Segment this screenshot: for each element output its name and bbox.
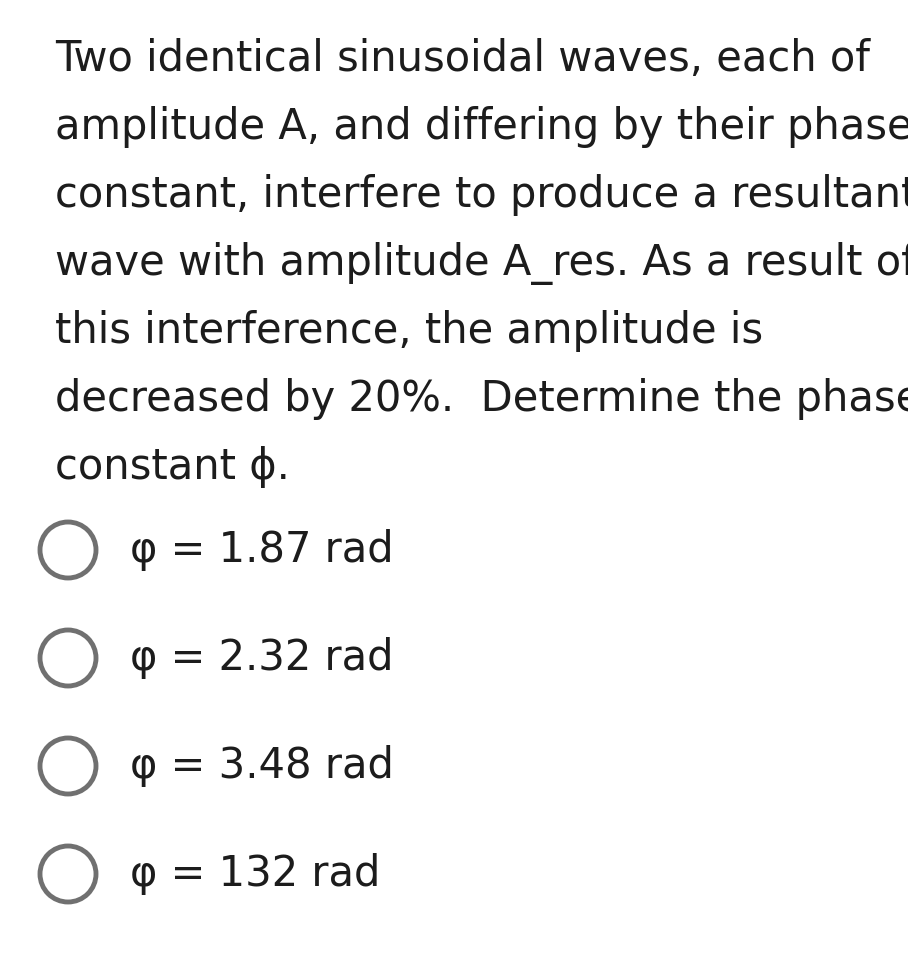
Text: φ = 132 rad: φ = 132 rad <box>130 853 380 895</box>
Text: decreased by 20%.  Determine the phase: decreased by 20%. Determine the phase <box>55 378 908 420</box>
Text: this interference, the amplitude is: this interference, the amplitude is <box>55 310 763 352</box>
Text: constant ϕ.: constant ϕ. <box>55 446 290 488</box>
Text: φ = 3.48 rad: φ = 3.48 rad <box>130 745 394 787</box>
Text: constant, interfere to produce a resultant: constant, interfere to produce a resulta… <box>55 174 908 216</box>
Text: Two identical sinusoidal waves, each of: Two identical sinusoidal waves, each of <box>55 38 870 80</box>
Text: wave with amplitude A_res. As a result of: wave with amplitude A_res. As a result o… <box>55 242 908 285</box>
Text: φ = 2.32 rad: φ = 2.32 rad <box>130 637 393 679</box>
Text: φ = 1.87 rad: φ = 1.87 rad <box>130 529 394 571</box>
Text: amplitude A, and differing by their phase: amplitude A, and differing by their phas… <box>55 106 908 148</box>
